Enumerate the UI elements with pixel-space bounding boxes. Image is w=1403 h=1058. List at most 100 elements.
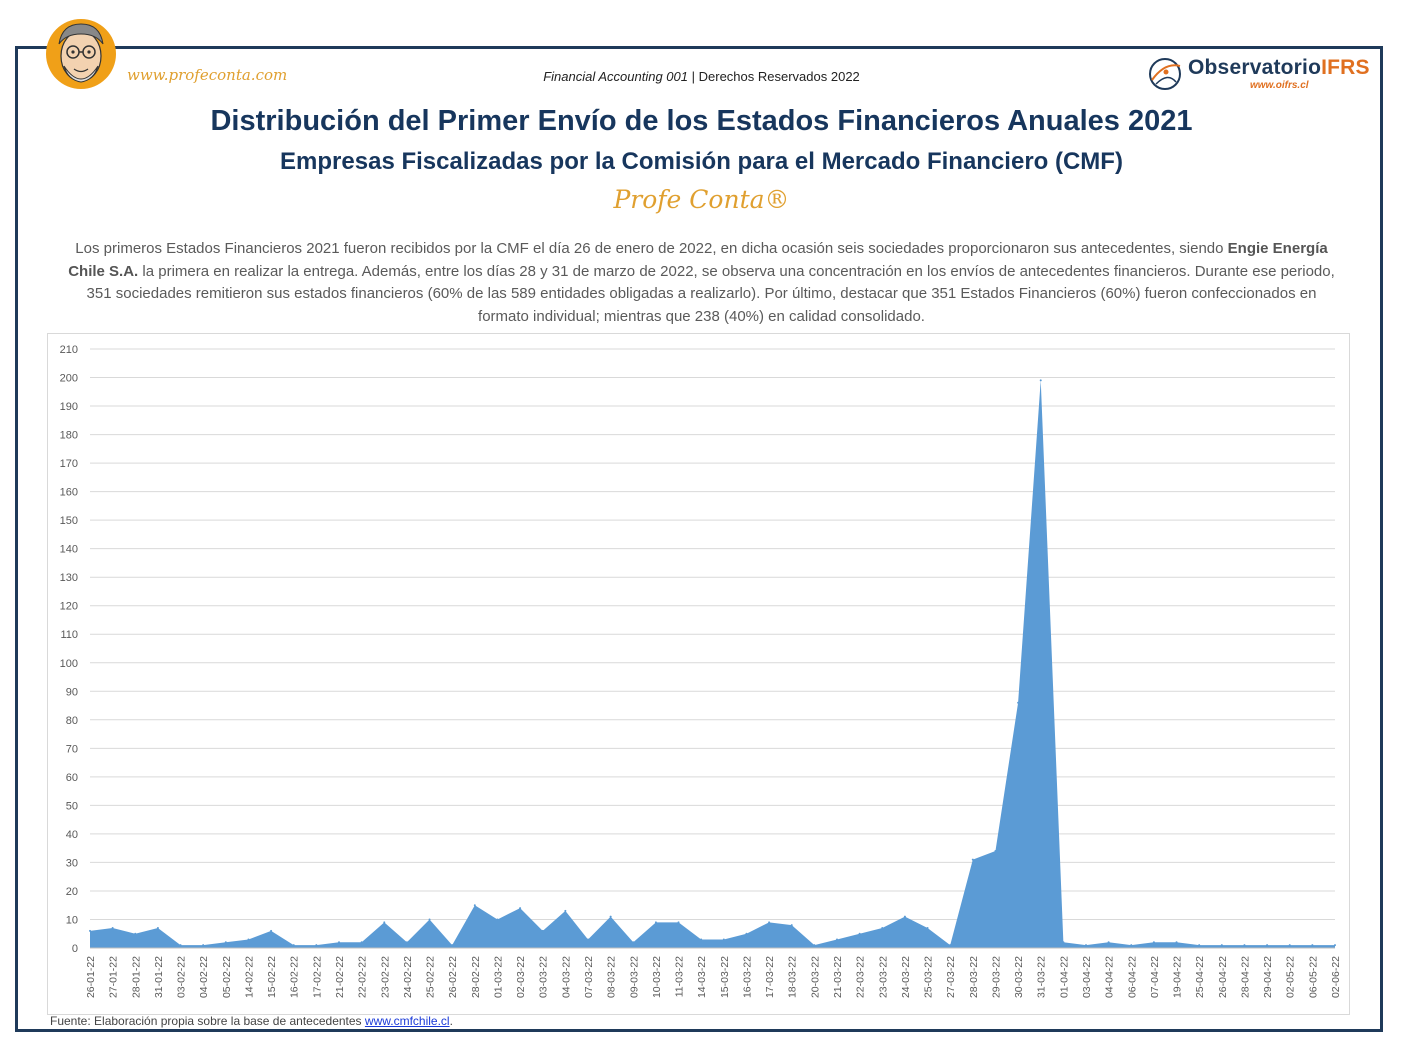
- x-tick-label: 08-03-22: [606, 956, 618, 998]
- header-caption: Financial Accounting 001 | Derechos Rese…: [0, 69, 1403, 84]
- data-point: [677, 921, 680, 924]
- data-point: [179, 944, 182, 947]
- data-point: [1266, 944, 1269, 947]
- data-point: [1243, 944, 1246, 947]
- y-tick-label: 80: [66, 715, 78, 727]
- x-tick-label: 07-04-22: [1149, 956, 1161, 998]
- x-tick-label: 21-02-22: [334, 956, 346, 998]
- x-tick-label: 25-02-22: [425, 956, 437, 998]
- x-tick-label: 03-04-22: [1081, 956, 1093, 998]
- source-link[interactable]: www.cmfchile.cl: [364, 1014, 450, 1028]
- description-bold: Engie Energía Chile S.A.: [68, 240, 1328, 280]
- x-tick-label: 01-04-22: [1058, 956, 1070, 998]
- x-tick-label: 25-03-22: [923, 956, 935, 998]
- logo-name-part-a: Observatorio: [1188, 56, 1322, 79]
- profe-conta-avatar-icon: [46, 19, 116, 89]
- logo-name-part-b: IFRS: [1321, 56, 1370, 79]
- y-tick-label: 190: [60, 401, 78, 413]
- y-tick-label: 70: [66, 743, 78, 755]
- x-tick-label: 06-04-22: [1126, 956, 1138, 998]
- y-tick-label: 170: [60, 458, 78, 470]
- x-tick-label: 09-03-22: [628, 956, 640, 998]
- observatorio-ifrs-logo: ObservatorioIFRS www.oifrs.cl: [1146, 54, 1376, 94]
- x-tick-label: 14-02-22: [243, 956, 255, 998]
- data-point: [224, 941, 227, 944]
- data-point: [745, 932, 748, 935]
- data-point: [836, 938, 838, 941]
- data-point: [202, 944, 205, 947]
- y-tick-label: 180: [60, 430, 78, 442]
- site-url[interactable]: www.profeconta.com: [127, 66, 288, 84]
- y-tick-label: 60: [66, 772, 78, 784]
- data-point: [722, 938, 725, 941]
- page-title: Distribución del Primer Envío de los Est…: [210, 105, 1193, 137]
- x-tick-label: 22-02-22: [357, 956, 369, 998]
- x-tick-label: 15-02-22: [266, 956, 278, 998]
- data-point: [1220, 944, 1223, 947]
- data-point: [654, 921, 657, 924]
- y-tick-label: 140: [60, 544, 78, 556]
- x-tick-label: 19-04-22: [1172, 956, 1184, 998]
- page-frame: [15, 46, 1383, 1032]
- data-point: [496, 918, 499, 921]
- data-point: [134, 932, 137, 935]
- x-tick-label: 27-03-22: [945, 956, 957, 998]
- y-tick-label: 110: [60, 629, 78, 641]
- chart-container: 0 10 20 30 40 50 60 70 80 90 100 110 120 130 140 150 160…: [47, 333, 1350, 1015]
- logo-name: ObservatorioIFRS: [1188, 56, 1370, 80]
- x-tick-label: 31-01-22: [153, 956, 165, 998]
- source-note: Fuente: Elaboración propia sobre la base…: [50, 1014, 453, 1028]
- data-point: [292, 944, 295, 947]
- data-point: [1017, 701, 1020, 704]
- x-tick-label: 04-02-22: [198, 956, 210, 998]
- x-tick-label: 02-06-22: [1330, 956, 1342, 998]
- data-point: [1062, 941, 1065, 944]
- x-tick-label: 05-02-22: [221, 956, 233, 998]
- x-tick-label: 16-03-22: [741, 956, 753, 998]
- source-text: Fuente: Elaboración propia sobre la base…: [50, 1014, 362, 1028]
- x-tick-label: 02-03-22: [515, 956, 527, 998]
- x-tick-label: 28-04-22: [1239, 956, 1251, 998]
- data-point: [156, 927, 159, 930]
- data-point: [428, 918, 431, 921]
- area-chart: 0 10 20 30 40 50 60 70 80 90 100 110 120 130 140 150 160…: [60, 344, 1342, 998]
- x-tick-label: 21-03-22: [832, 956, 844, 998]
- data-point: [1107, 941, 1110, 944]
- data-point: [451, 944, 454, 947]
- data-point: [632, 941, 635, 944]
- data-point: [519, 907, 522, 910]
- x-tick-label: 29-04-22: [1262, 956, 1274, 998]
- x-tick-label: 28-03-22: [968, 956, 980, 998]
- x-tick-label: 26-02-22: [447, 956, 459, 998]
- data-point: [903, 915, 906, 918]
- data-point: [609, 915, 612, 918]
- x-tick-label: 29-03-22: [990, 956, 1002, 998]
- data-point: [315, 944, 318, 947]
- x-tick-label: 03-02-22: [176, 956, 188, 998]
- y-tick-label: 90: [66, 686, 78, 698]
- y-tick-label: 100: [60, 658, 78, 670]
- data-point: [881, 927, 884, 930]
- y-tick-label: 30: [66, 857, 78, 869]
- x-tick-label: 23-03-22: [877, 956, 889, 998]
- y-tick-label: 130: [60, 572, 78, 584]
- x-tick-label: 23-02-22: [379, 956, 391, 998]
- data-point: [768, 921, 771, 924]
- data-point: [338, 941, 340, 944]
- logo-url[interactable]: www.oifrs.cl: [1250, 80, 1309, 91]
- data-point: [564, 909, 567, 912]
- y-tick-label: 200: [60, 373, 78, 385]
- y-tick-label: 160: [60, 487, 78, 499]
- data-point: [247, 938, 250, 941]
- data-point: [270, 929, 273, 932]
- data-point: [1311, 944, 1314, 947]
- x-tick-label: 04-03-22: [560, 956, 572, 998]
- x-tick-label: 31-03-22: [1036, 956, 1048, 998]
- x-tick-label: 06-05-22: [1307, 956, 1319, 998]
- data-point: [1198, 944, 1201, 947]
- x-tick-label: 20-03-22: [809, 956, 821, 998]
- data-point: [1039, 379, 1042, 382]
- x-tick-label: 03-03-22: [538, 956, 550, 998]
- data-point: [1130, 944, 1133, 947]
- data-point: [541, 929, 544, 932]
